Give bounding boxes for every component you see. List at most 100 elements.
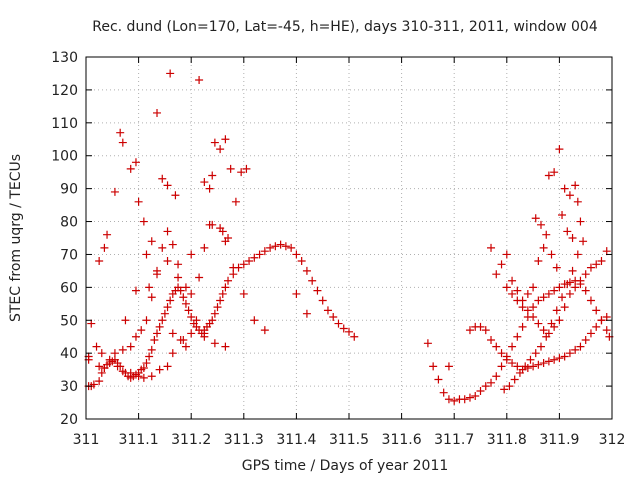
data-point	[155, 365, 164, 374]
data-point	[444, 395, 453, 404]
data-point	[213, 303, 222, 312]
data-point	[168, 349, 177, 358]
data-point	[597, 316, 606, 325]
data-point	[476, 322, 485, 331]
data-point	[547, 250, 556, 259]
y-tick-label: 40	[60, 346, 78, 362]
data-point	[110, 187, 119, 196]
data-point	[500, 385, 509, 394]
data-point	[158, 243, 167, 252]
data-point	[187, 329, 196, 338]
data-point	[95, 362, 104, 371]
data-point	[502, 355, 511, 364]
data-point	[308, 276, 317, 285]
data-point	[176, 336, 185, 345]
data-point	[271, 242, 280, 251]
data-point	[518, 303, 527, 312]
data-point	[200, 329, 209, 338]
data-point	[266, 243, 275, 252]
data-point	[513, 296, 522, 305]
data-point	[492, 372, 501, 381]
data-point	[208, 316, 217, 325]
data-point	[508, 276, 517, 285]
grid-lines	[86, 57, 612, 419]
data-point	[100, 243, 109, 252]
data-point	[345, 327, 353, 336]
data-point	[508, 359, 517, 368]
data-point	[110, 349, 119, 358]
data-point	[192, 316, 201, 325]
data-point	[531, 214, 540, 223]
data-point	[221, 342, 230, 351]
data-point	[555, 316, 564, 325]
data-point	[481, 382, 490, 391]
data-point	[523, 306, 532, 315]
x-tick-label: 312	[599, 432, 626, 448]
data-point	[163, 227, 172, 236]
data-point	[226, 164, 235, 173]
data-point	[242, 164, 251, 173]
data-point	[350, 332, 359, 341]
data-point	[444, 362, 453, 371]
data-point	[147, 345, 156, 354]
data-point	[216, 296, 225, 305]
data-point	[565, 191, 574, 200]
data-point	[563, 227, 572, 236]
data-point	[526, 355, 535, 364]
data-point	[487, 378, 496, 387]
data-point	[95, 377, 104, 386]
data-point	[508, 342, 517, 351]
data-point	[534, 296, 543, 305]
data-point	[592, 306, 601, 315]
data-point	[118, 345, 127, 354]
data-point	[260, 247, 269, 256]
data-point	[147, 237, 156, 246]
data-point	[550, 168, 559, 177]
data-point	[184, 306, 193, 315]
data-point	[113, 362, 122, 371]
data-point	[208, 220, 217, 229]
data-point	[576, 342, 585, 351]
data-point	[292, 289, 301, 298]
data-point	[142, 359, 151, 368]
data-point	[210, 339, 219, 348]
data-point	[552, 263, 561, 272]
data-point	[245, 257, 254, 266]
data-point	[439, 388, 448, 397]
data-point	[571, 181, 580, 190]
data-point	[334, 319, 343, 328]
data-point	[555, 354, 564, 363]
x-tick-label: 311.8	[487, 432, 527, 448]
data-point	[592, 322, 601, 331]
data-point	[487, 336, 496, 345]
data-point	[166, 296, 175, 305]
data-point	[544, 171, 553, 180]
data-point	[250, 316, 259, 325]
data-point	[158, 316, 167, 325]
data-point	[105, 355, 114, 364]
data-point	[158, 174, 167, 183]
data-point	[179, 293, 188, 302]
y-tick-label: 120	[51, 83, 78, 99]
data-point	[539, 326, 548, 335]
data-point	[87, 319, 96, 328]
data-point	[534, 257, 543, 266]
data-point	[145, 283, 154, 292]
data-point	[187, 289, 196, 298]
data-point	[505, 382, 514, 391]
data-point	[581, 286, 590, 295]
data-point	[181, 299, 190, 308]
x-tick-label: 311.6	[382, 432, 422, 448]
data-point	[573, 197, 582, 206]
data-point	[544, 357, 553, 366]
data-point	[568, 266, 577, 275]
x-tick-label: 311.3	[224, 432, 264, 448]
data-point	[552, 306, 561, 315]
data-point	[171, 191, 180, 200]
data-point	[581, 336, 590, 345]
data-point	[536, 342, 545, 351]
data-point	[142, 316, 151, 325]
data-point	[560, 303, 569, 312]
data-point	[597, 257, 606, 266]
data-point	[573, 250, 582, 259]
